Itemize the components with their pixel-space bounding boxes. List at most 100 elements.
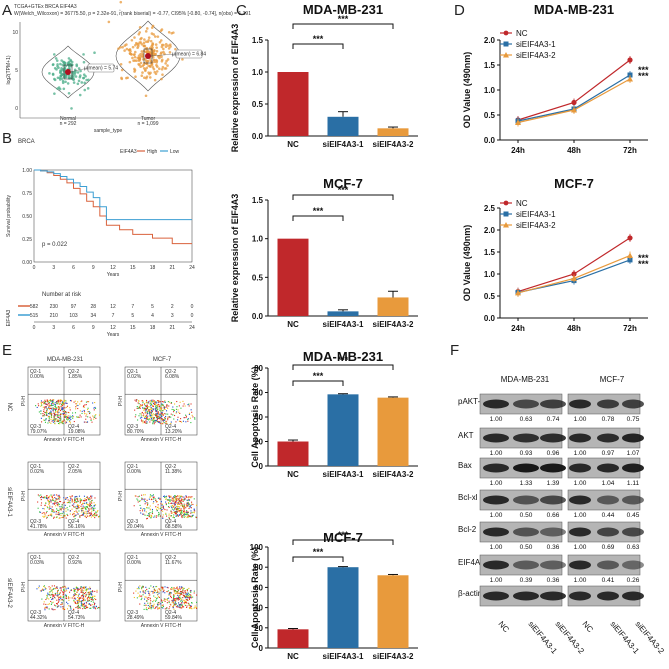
flow-event xyxy=(165,498,167,500)
flow-event xyxy=(164,401,166,403)
flow-event xyxy=(59,421,61,423)
flow-event xyxy=(85,509,87,511)
flow-event xyxy=(190,403,192,405)
panelA-dot xyxy=(160,60,164,63)
flow-event xyxy=(153,400,155,402)
chart-ytick-label: 1.0 xyxy=(252,235,264,244)
flow-event xyxy=(172,516,175,518)
flow-event xyxy=(142,590,144,592)
flow-event xyxy=(178,508,180,510)
flow-event xyxy=(92,597,94,599)
flow-event xyxy=(49,405,51,407)
flow-event xyxy=(65,588,67,590)
flow-event xyxy=(77,595,80,597)
flow-event xyxy=(153,605,155,607)
panelB-risk-high-cell: 28 xyxy=(90,304,96,310)
flow-event xyxy=(97,510,99,512)
flow-event xyxy=(44,411,46,413)
flow-event xyxy=(147,402,150,404)
flow-event xyxy=(59,402,61,404)
flow-event xyxy=(52,494,54,496)
flow-event xyxy=(66,405,69,407)
flow-event xyxy=(61,401,63,403)
flow-event xyxy=(67,514,69,517)
flow-event xyxy=(84,587,86,589)
flow-event xyxy=(139,407,141,409)
flow-event xyxy=(166,607,168,609)
flow-event xyxy=(51,513,53,515)
flow-event xyxy=(178,510,180,512)
flow-event xyxy=(143,608,145,610)
panelA-dot xyxy=(153,53,157,56)
flow-event xyxy=(90,508,92,510)
flow-event xyxy=(150,418,152,420)
flow-event xyxy=(36,588,38,590)
flow-event xyxy=(143,498,145,500)
flow-event xyxy=(151,410,153,412)
flow-event xyxy=(164,592,166,594)
flow-event xyxy=(174,414,176,417)
flow-event xyxy=(152,408,154,410)
flow-event xyxy=(173,497,176,499)
flow-event xyxy=(77,501,79,503)
flow-event xyxy=(185,504,187,506)
flow-event xyxy=(68,418,70,420)
flow-event xyxy=(182,510,185,512)
flow-event xyxy=(61,598,63,600)
flow-event xyxy=(163,598,165,600)
panelA-group-name: Tumor xyxy=(141,116,156,122)
flow-event xyxy=(190,594,192,596)
flow-event xyxy=(57,512,59,514)
flow-event xyxy=(51,588,53,591)
flow-event xyxy=(156,407,158,409)
panelA-dot xyxy=(162,47,165,51)
chart-bar-C1 xyxy=(327,116,359,136)
flow-event xyxy=(142,415,144,417)
flow-event xyxy=(193,498,195,500)
flow-event xyxy=(75,602,77,604)
panelA-dot xyxy=(85,78,88,82)
flow-event xyxy=(54,594,56,596)
flow-quadrant-value: 6.08% xyxy=(165,374,180,380)
flow-event xyxy=(146,416,148,418)
flow-event xyxy=(178,411,180,413)
chart-ytick-label: 1.5 xyxy=(484,248,496,257)
flow-event xyxy=(65,594,67,596)
wb-band xyxy=(540,463,566,473)
flow-row-label: siEIF4A3-1 xyxy=(6,487,12,517)
flow-event xyxy=(178,602,180,604)
flow-event xyxy=(150,603,152,605)
panelA-dot xyxy=(166,44,170,47)
wb-quant-mcf: 1.04 xyxy=(602,480,615,487)
flow-event xyxy=(59,513,61,515)
flow-event xyxy=(158,588,161,590)
flow-event xyxy=(61,512,63,515)
flow-event xyxy=(46,409,48,411)
chart-point xyxy=(627,252,633,259)
flow-event xyxy=(75,607,77,609)
flow-event xyxy=(143,500,145,502)
flow-event xyxy=(147,406,149,408)
chart-legend-label: siEIF4A3-2 xyxy=(516,51,556,60)
flow-event xyxy=(40,590,42,592)
flow-event xyxy=(50,594,52,596)
panelA-dot xyxy=(141,71,144,74)
flow-event xyxy=(51,399,54,401)
flow-event xyxy=(144,501,147,503)
flow-event xyxy=(168,597,170,599)
flow-event xyxy=(181,591,183,593)
flow-event xyxy=(88,591,90,593)
wb-quant-mcf: 1.00 xyxy=(574,480,587,487)
chart-sig-bracket xyxy=(292,23,394,29)
flow-event xyxy=(45,414,47,416)
flow-event xyxy=(186,599,188,601)
flow-event xyxy=(45,417,47,420)
flow-event xyxy=(87,588,89,590)
flow-event xyxy=(176,597,178,599)
flow-event xyxy=(89,596,91,598)
flow-event xyxy=(49,591,51,593)
flow-event xyxy=(81,514,83,516)
flow-event xyxy=(51,401,53,403)
flow-event xyxy=(161,404,163,406)
flow-event xyxy=(180,501,182,504)
